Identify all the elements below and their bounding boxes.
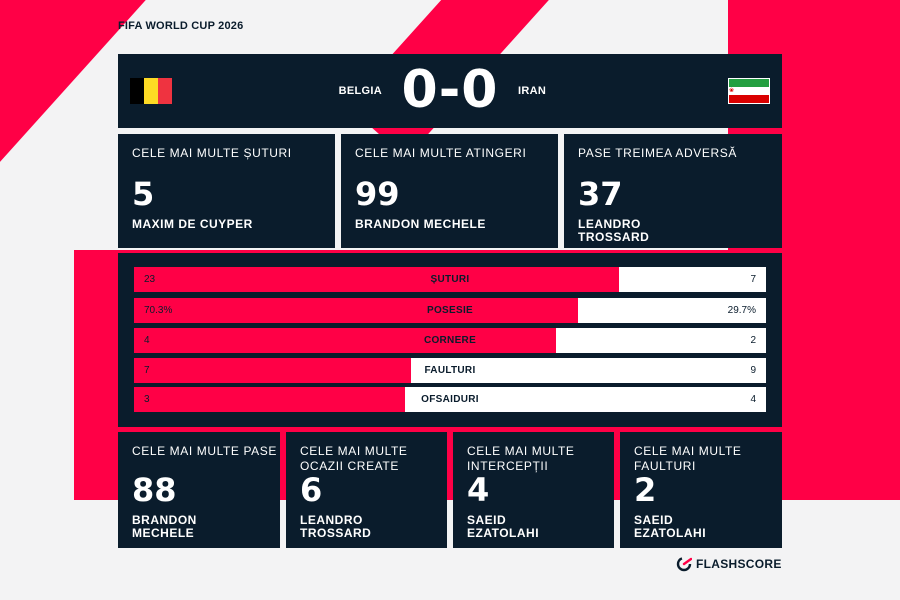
flashscore-logo-icon (676, 556, 692, 572)
comparison-label: CORNERE (423, 335, 477, 346)
stat-card-player: MAXIM DE CUYPER (132, 217, 253, 231)
stat-card-most-fouls: CELE MAI MULTE FAULTURI 2 SAEID EZATOLAH… (620, 432, 782, 548)
stat-card-value: 37 (578, 175, 623, 213)
stat-card-chances-created: CELE MAI MULTE OCAZII CREATE 6 LEANDRO T… (286, 432, 447, 548)
comparison-row-corners: 4 CORNERE 2 (134, 328, 766, 353)
stat-card-value: 4 (467, 471, 490, 509)
iran-flag-icon: ❀ (728, 78, 770, 104)
comparison-away-value: 9 (750, 365, 756, 376)
stat-card-label: CELE MAI MULTE FAULTURI (634, 444, 742, 473)
stat-card-label: CELE MAI MULTE ATINGERI (355, 146, 527, 160)
stat-card-label: CELE MAI MULTE PASE (132, 444, 277, 458)
stat-card-label: CELE MAI MULTE OCAZII CREATE (300, 444, 408, 473)
stat-card-label: CELE MAI MULTE INTERCEPȚII (467, 444, 575, 473)
flashscore-logo: FLASHSCORE (676, 556, 782, 572)
comparison-away-value: 4 (750, 394, 756, 405)
comparison-home-bar (134, 328, 556, 353)
comparison-away-value: 2 (750, 335, 756, 346)
stat-card-value: 88 (132, 471, 177, 509)
stat-card-final-third-passes: PASE TREIMEA ADVERSĂ 37 LEANDRO TROSSARD (564, 134, 782, 248)
stat-card-most-touches: CELE MAI MULTE ATINGERI 99 BRANDON MECHE… (341, 134, 558, 248)
comparison-label: OFSAIDURI (421, 394, 479, 405)
comparison-home-bar (134, 298, 579, 323)
stat-card-player: LEANDRO TROSSARD (300, 513, 372, 540)
comparison-row-possession: 70.3% POSESIE 29.7% (134, 298, 766, 323)
comparison-home-bar (134, 358, 411, 383)
stat-card-most-passes: CELE MAI MULTE PASE 88 BRANDON MECHELE (118, 432, 280, 548)
comparison-label: FAULTURI (424, 365, 476, 376)
comparison-home-bar (134, 267, 619, 292)
stat-card-player: BRANDON MECHELE (132, 513, 197, 540)
team-comparison-panel: 23 ȘUTURI 7 70.3% POSESIE 29.7% 4 CORNER… (118, 253, 782, 427)
match-header: BELGIA 0-0 IRAN ❀ (118, 54, 782, 128)
stat-card-label: CELE MAI MULTE ȘUTURI (132, 146, 292, 160)
brand-name: FLASHSCORE (696, 557, 782, 571)
stat-card-value: 2 (634, 471, 657, 509)
away-team-name: IRAN (518, 85, 547, 97)
comparison-away-value: 29.7% (727, 305, 756, 316)
comparison-away-value: 7 (750, 274, 756, 285)
comparison-home-value: 3 (144, 394, 150, 405)
comparison-home-bar (134, 387, 405, 412)
comparison-home-value: 23 (144, 274, 156, 285)
stat-card-player: SAEID EZATOLAHI (634, 513, 707, 540)
stat-card-value: 5 (132, 175, 155, 213)
stat-card-label: PASE TREIMEA ADVERSĂ (578, 146, 737, 160)
stat-card-player: SAEID EZATOLAHI (467, 513, 540, 540)
stat-card-interceptions: CELE MAI MULTE INTERCEPȚII 4 SAEID EZATO… (453, 432, 614, 548)
stat-card-player: LEANDRO TROSSARD (578, 217, 650, 244)
stat-card-player: BRANDON MECHELE (355, 217, 486, 231)
stat-card-value: 6 (300, 471, 323, 509)
comparison-row-offsides: 3 OFSAIDURI 4 (134, 387, 766, 412)
comparison-home-value: 7 (144, 365, 150, 376)
stat-card-most-shots: CELE MAI MULTE ȘUTURI 5 MAXIM DE CUYPER (118, 134, 335, 248)
comparison-home-value: 4 (144, 335, 150, 346)
home-team-name: BELGIA (338, 85, 382, 97)
comparison-label: POSESIE (426, 305, 473, 316)
comparison-home-value: 70.3% (144, 305, 173, 316)
comparison-label: ȘUTURI (430, 274, 470, 285)
stat-card-value: 99 (355, 175, 400, 213)
match-score: 0-0 (401, 60, 499, 120)
comparison-row-fouls: 7 FAULTURI 9 (134, 358, 766, 383)
competition-title: FIFA WORLD CUP 2026 (118, 20, 244, 32)
comparison-row-shots: 23 ȘUTURI 7 (134, 267, 766, 292)
belgium-flag-icon (130, 78, 172, 104)
